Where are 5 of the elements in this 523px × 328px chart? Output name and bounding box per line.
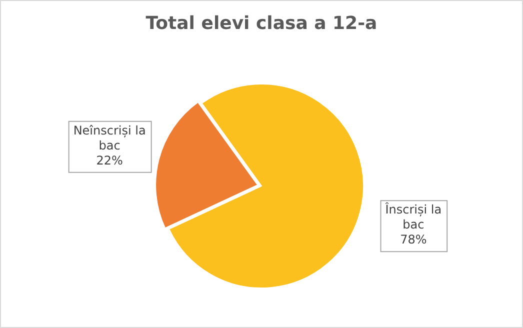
- slice-label: Înscriși la bac: [385, 202, 442, 232]
- chart-title: Total elevi clasa a 12-a: [144, 13, 378, 34]
- data-label: 78%: [400, 232, 427, 247]
- slice-label: Neînscriși la bac: [73, 124, 146, 153]
- data-label: 22%: [96, 154, 123, 168]
